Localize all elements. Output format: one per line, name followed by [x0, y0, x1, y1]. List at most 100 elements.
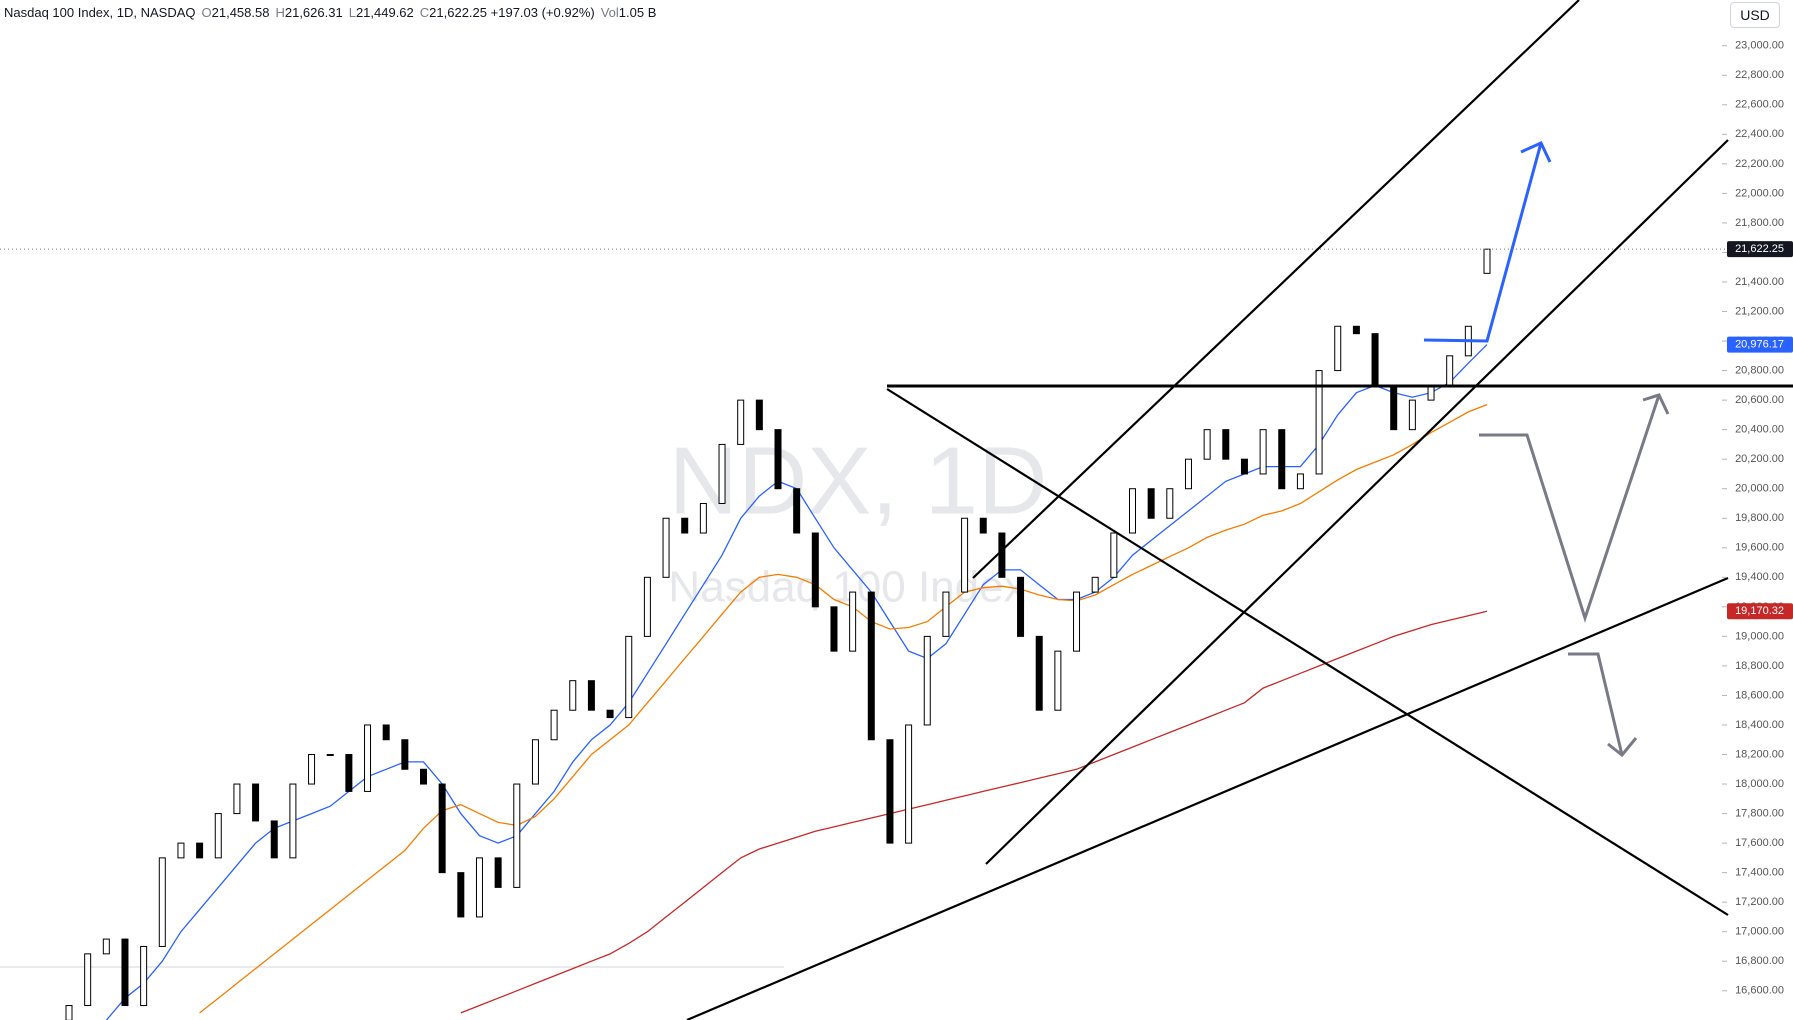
field-key: O: [201, 5, 212, 20]
y-tick-label: 17,000.00: [1735, 926, 1784, 938]
candle: [84, 953, 92, 1007]
y-tick-label: 18,400.00: [1735, 719, 1784, 731]
drawings: [686, 0, 1793, 1020]
legend-header: Nasdaq 100 Index, 1D, NASDAQ O21,458.58 H2…: [4, 5, 656, 20]
y-tick-label: 17,800.00: [1735, 807, 1784, 819]
candle: [420, 768, 427, 785]
ohlc: O21,458.58 H21,626.31 L21,449.62 C21,622.25: [196, 5, 488, 20]
candle: [214, 813, 222, 859]
candle: [102, 938, 110, 955]
candle: [140, 945, 148, 1007]
candle: [401, 739, 409, 770]
gray-arrow-small-head: [1607, 737, 1638, 758]
blue-arrow-head: [1520, 141, 1552, 163]
channel-lower: [985, 139, 1729, 865]
candle: [961, 517, 969, 593]
candle: [531, 739, 539, 785]
y-tick-label: 17,600.00: [1735, 837, 1784, 849]
candle: [513, 783, 521, 888]
candle: [830, 606, 838, 652]
candle: [1427, 384, 1435, 401]
y-tick-label: 22,600.00: [1735, 99, 1784, 111]
y-tick-label: 20,400.00: [1735, 424, 1784, 436]
field-value: 21,458.58: [211, 5, 270, 20]
price-tag-label: 21,622.25: [1735, 243, 1784, 255]
candle: [979, 517, 987, 534]
candle: [1054, 650, 1062, 711]
price-tag-label: 19,170.32: [1735, 605, 1784, 617]
candle: [1315, 370, 1323, 475]
y-tick-label: 19,400.00: [1735, 571, 1784, 583]
candle: [382, 724, 390, 741]
downtrend-line: [886, 388, 1729, 916]
candle: [158, 857, 166, 947]
gray-arrow: [1479, 394, 1661, 623]
field-value: 21,449.62: [355, 5, 414, 20]
candle: [1035, 635, 1043, 711]
y-tick-label: 23,000.00: [1735, 40, 1784, 52]
candle: [1446, 355, 1454, 386]
candle: [364, 724, 372, 792]
candle: [252, 783, 260, 822]
currency-button[interactable]: USD: [1730, 2, 1780, 28]
candle: [569, 680, 577, 711]
y-tick-label: 17,400.00: [1735, 867, 1784, 879]
gray-arrow-small: [1568, 652, 1624, 756]
candle: [438, 783, 446, 874]
y-tick-label: 20,200.00: [1735, 453, 1784, 465]
candle: [718, 443, 726, 504]
candle: [867, 591, 875, 741]
support-line: [686, 576, 1729, 1020]
candle: [475, 857, 483, 918]
candle: [625, 635, 633, 719]
candle: [457, 872, 465, 918]
change: +197.03 (+0.92%): [490, 5, 595, 20]
watermark-symbol: NDX, 1D: [669, 427, 1048, 534]
candle: [289, 783, 297, 859]
field-value: 21,626.31: [284, 5, 343, 20]
candle: [65, 1005, 73, 1020]
blue-arrow: [1423, 142, 1543, 343]
candle: [1334, 325, 1342, 372]
y-tick-label: 19,600.00: [1735, 542, 1784, 554]
symbol: Nasdaq 100 Index, 1D, NASDAQ: [4, 5, 196, 20]
field-key: C: [419, 5, 430, 20]
candle: [1259, 429, 1267, 475]
candle: [643, 576, 651, 637]
candle: [737, 399, 745, 445]
candle: [1408, 399, 1416, 431]
y-tick-label: 21,800.00: [1735, 217, 1784, 229]
y-tick-label: 19,000.00: [1735, 630, 1784, 642]
candle: [1371, 333, 1379, 386]
y-tick-label: 17,200.00: [1735, 896, 1784, 908]
candle: [1091, 576, 1099, 593]
candle: [494, 857, 502, 888]
candle: [345, 754, 353, 792]
y-tick-label: 22,000.00: [1735, 187, 1784, 199]
candle: [1352, 325, 1360, 335]
candle: [1110, 532, 1118, 578]
candle: [1073, 591, 1081, 652]
price-tag: [1727, 336, 1793, 353]
field-key: L: [348, 5, 356, 20]
candle: [811, 532, 819, 608]
candle: [942, 591, 950, 637]
candle: [699, 502, 707, 534]
y-tick-label: 18,000.00: [1735, 778, 1784, 790]
price-tag: [1727, 241, 1793, 258]
candle: [270, 820, 278, 859]
candle: [177, 842, 185, 859]
candle: [587, 680, 595, 711]
candle: [606, 709, 614, 719]
moving-average: [199, 403, 1488, 1014]
candle: [1147, 488, 1155, 519]
marks: [0, 248, 1727, 1020]
price-tag: [1727, 603, 1793, 620]
gray-arrow-head: [1642, 393, 1670, 415]
candle: [1017, 576, 1025, 637]
candle: [196, 842, 204, 859]
y-tick-label: 16,800.00: [1735, 955, 1784, 967]
candle: [1278, 429, 1286, 490]
